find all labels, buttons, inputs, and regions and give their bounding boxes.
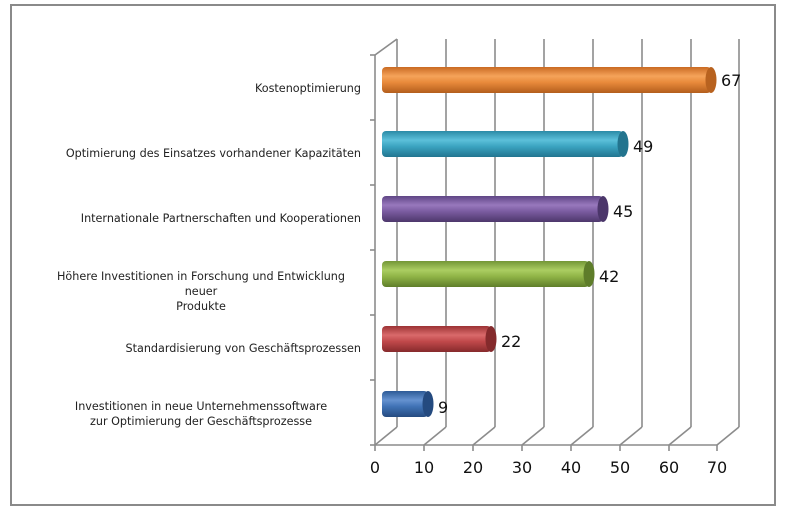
category-label: Höhere Investitionen in Forschung und En… [41, 269, 361, 314]
bar-kapazitaeten [382, 131, 629, 157]
x-tick-label: 30 [511, 458, 533, 477]
data-label: 42 [599, 267, 620, 286]
gridlines [370, 38, 740, 451]
data-label: 49 [633, 137, 654, 156]
bar-kostenoptimierung [382, 67, 717, 93]
data-label: 45 [613, 202, 634, 221]
category-label: Optimierung des Einsatzes vorhandener Ka… [65, 147, 361, 160]
x-tick-label: 70 [706, 458, 728, 477]
x-tick-label: 10 [413, 458, 435, 477]
category-label-line: zur Optimierung der Geschäftsprozesse [89, 415, 313, 428]
x-tick-label: 0 [369, 458, 381, 477]
bar-standardisierung [382, 326, 497, 352]
x-tick-label: 60 [658, 458, 680, 477]
x-tick-label: 20 [462, 458, 484, 477]
bar-forschung [382, 261, 595, 287]
category-label: Internationale Partnerschaften und Koope… [80, 212, 361, 225]
data-label: 9 [438, 398, 449, 417]
category-label: Investitionen in neue Unternehmenssoftwa… [41, 399, 361, 429]
data-label: 22 [501, 332, 522, 351]
bar-unternehmenssoftware [382, 391, 434, 417]
category-label-line: Investitionen in neue Unternehmenssoftwa… [74, 400, 328, 413]
data-label: 67 [721, 71, 742, 90]
category-label: Kostenoptimierung [254, 82, 361, 95]
x-tick-label: 40 [560, 458, 582, 477]
category-label-line: Produkte [176, 300, 226, 313]
category-label: Standardisierung von Geschäftsprozessen [125, 342, 362, 355]
x-tick-label: 50 [609, 458, 631, 477]
bar-partnerschaften [382, 196, 609, 222]
category-label-line: Höhere Investitionen in Forschung und En… [56, 270, 345, 298]
